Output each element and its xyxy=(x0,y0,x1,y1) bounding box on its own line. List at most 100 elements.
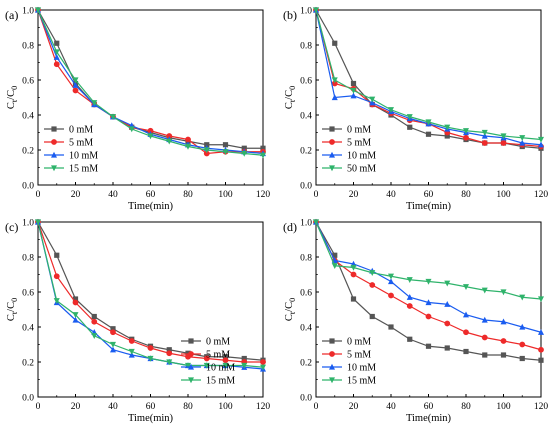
data-point xyxy=(203,355,210,362)
legend-label: 10 mM xyxy=(347,363,376,374)
data-point xyxy=(481,287,488,294)
x-tick-label: 120 xyxy=(256,402,271,412)
legend-label: 50 mM xyxy=(347,164,376,175)
legend-label: 10 mM xyxy=(347,151,376,162)
y-tick-label: 1.0 xyxy=(22,6,34,16)
data-point xyxy=(425,119,432,126)
data-point xyxy=(350,87,357,94)
x-tick-label: 60 xyxy=(424,190,434,200)
data-point xyxy=(500,140,507,146)
y-tick-label: 1.0 xyxy=(300,6,312,16)
chart-panel: (b) 0 20 40 60 80 100 120 0.0 0.2 0.4 0.6 0.8 1.0 Time… xyxy=(283,6,548,212)
x-axis-label: Time(min) xyxy=(406,201,452,212)
data-point xyxy=(110,341,116,348)
data-point xyxy=(72,316,79,323)
data-point xyxy=(463,311,469,318)
data-point xyxy=(166,347,172,353)
data-point xyxy=(203,362,210,369)
panel-label: (d) xyxy=(283,220,297,234)
y-tick-label: 0.2 xyxy=(300,358,312,368)
x-tick-label: 80 xyxy=(461,402,471,412)
y-axis-label-part: 0 xyxy=(10,86,19,90)
data-point xyxy=(463,329,469,336)
x-tick-label: 20 xyxy=(349,190,359,200)
data-point xyxy=(222,362,229,369)
data-point xyxy=(538,136,544,143)
data-point xyxy=(406,114,413,120)
data-point xyxy=(222,149,229,155)
data-point xyxy=(72,312,79,318)
x-tick-label: 40 xyxy=(108,402,118,412)
data-point xyxy=(331,80,338,87)
x-tick-label: 100 xyxy=(218,402,233,412)
data-point xyxy=(463,128,469,134)
data-point xyxy=(444,320,451,327)
series-3 xyxy=(35,219,266,371)
data-point xyxy=(519,341,526,348)
data-point xyxy=(260,359,266,365)
legend-marker xyxy=(329,338,335,344)
y-tick-label: 0.4 xyxy=(300,111,312,121)
data-point xyxy=(369,282,376,288)
y-tick-label: 0.0 xyxy=(300,393,312,403)
panel-label: (b) xyxy=(283,8,297,22)
data-point xyxy=(185,362,191,369)
x-tick-label: 100 xyxy=(218,190,233,200)
legend: 0 mM 5 mM 10 mM 15 mM xyxy=(181,337,235,387)
data-point xyxy=(407,124,413,130)
series-3 xyxy=(35,7,266,159)
x-tick-label: 80 xyxy=(461,190,471,200)
data-point xyxy=(538,346,544,353)
legend-marker xyxy=(188,377,194,384)
data-point xyxy=(481,129,488,136)
data-point xyxy=(444,133,450,139)
data-point xyxy=(519,294,526,301)
data-point xyxy=(110,329,116,336)
series-3 xyxy=(313,219,544,303)
data-point xyxy=(185,136,191,143)
data-point xyxy=(481,316,488,323)
legend: 0 mM 5 mM 10 mM 15 mM xyxy=(322,337,376,387)
data-point xyxy=(463,284,469,290)
legend-label: 10 mM xyxy=(206,363,235,374)
data-point xyxy=(388,107,394,113)
y-axis-label: Ct/C0 xyxy=(6,86,19,109)
data-point xyxy=(463,134,469,141)
data-point xyxy=(388,292,394,299)
data-point xyxy=(388,278,394,285)
data-point xyxy=(147,345,154,351)
series-0 xyxy=(313,219,544,363)
legend-marker xyxy=(329,363,335,370)
data-point xyxy=(166,133,173,139)
data-point xyxy=(500,133,507,140)
x-tick-label: 0 xyxy=(36,402,41,412)
x-axis-label: Time(min) xyxy=(128,201,174,212)
data-point xyxy=(350,296,357,302)
data-point xyxy=(407,336,413,342)
x-tick-label: 0 xyxy=(314,190,319,200)
y-tick-label: 0.6 xyxy=(300,76,312,86)
y-axis-label-part: C xyxy=(6,102,17,109)
data-point xyxy=(72,87,79,94)
data-point xyxy=(110,346,116,353)
legend-marker xyxy=(329,139,335,145)
data-point xyxy=(241,355,247,362)
x-tick-label: 80 xyxy=(183,402,193,412)
data-point xyxy=(500,338,507,344)
legend-marker xyxy=(51,139,57,145)
data-point xyxy=(260,152,266,159)
y-axis-label-part: 0 xyxy=(288,298,297,302)
y-axis-label: Ct/C0 xyxy=(6,298,19,321)
y-tick-label: 0.8 xyxy=(22,41,34,51)
y-tick-label: 0.2 xyxy=(22,358,34,368)
data-point xyxy=(72,296,79,302)
data-point xyxy=(222,354,229,360)
y-tick-label: 0.0 xyxy=(22,393,34,403)
y-tick-label: 1.0 xyxy=(22,218,34,228)
panel-label: (a) xyxy=(5,8,18,22)
data-point xyxy=(53,49,60,56)
data-point xyxy=(313,219,319,226)
data-point xyxy=(538,141,544,148)
data-point xyxy=(425,343,432,349)
